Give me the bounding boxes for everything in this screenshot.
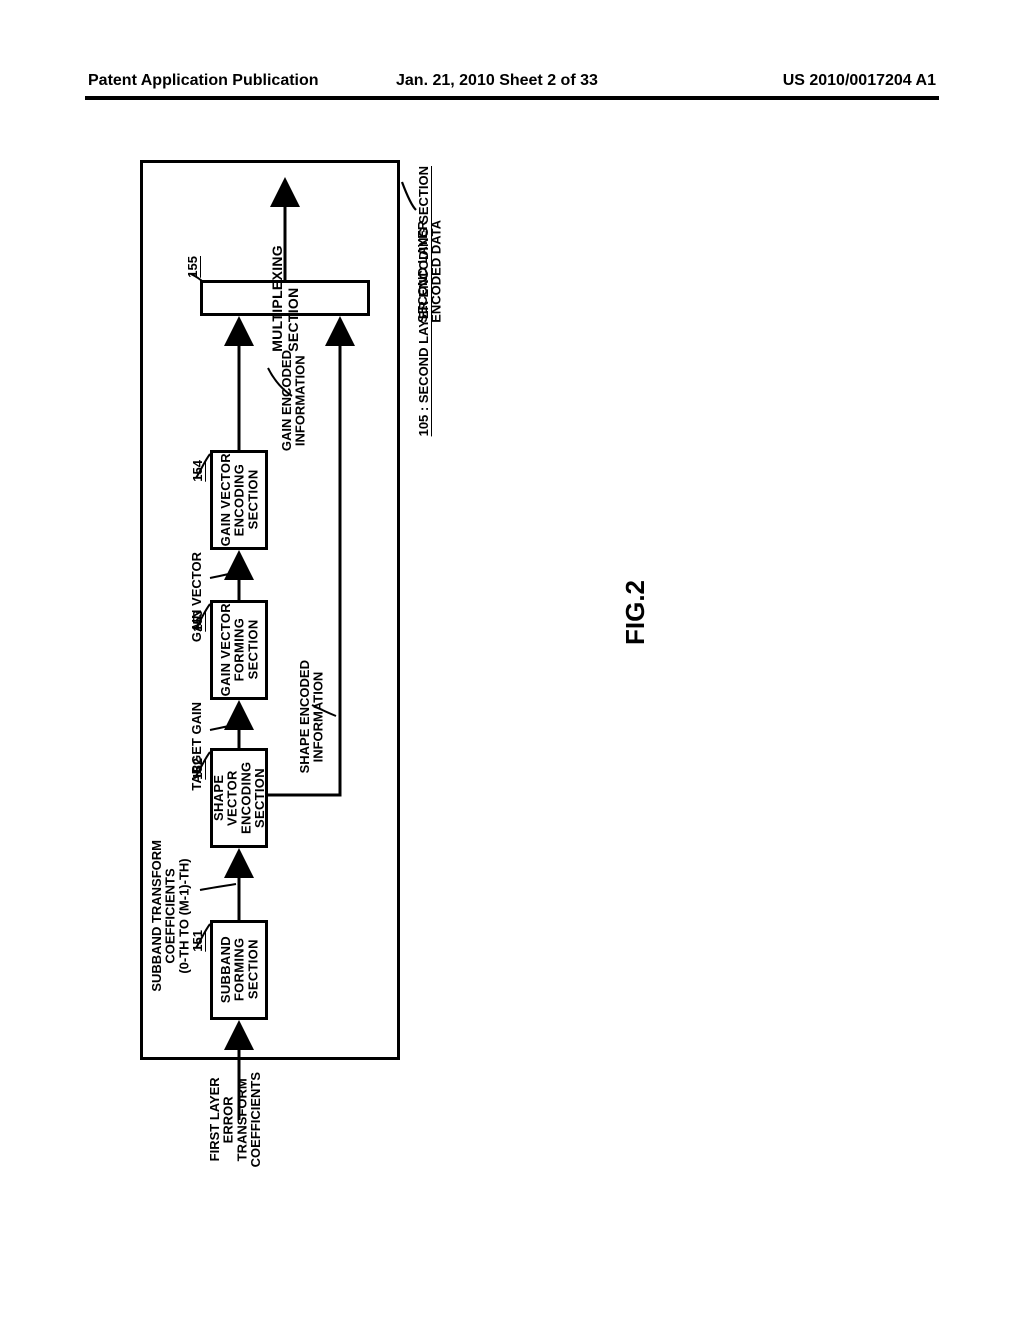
header-left: Patent Application Publication <box>88 72 319 90</box>
figure-2: 105 : SECOND LAYER ENCODING SECTION SUBB… <box>140 160 400 1220</box>
header-center: Jan. 21, 2010 Sheet 2 of 33 <box>396 72 598 90</box>
block-155: MULTIPLEXING SECTION <box>200 280 370 316</box>
block-154-label: GAIN VECTOR ENCODING SECTION <box>219 453 260 546</box>
figure-caption: FIG.2 <box>620 580 651 645</box>
block-155-label: MULTIPLEXING SECTION <box>269 245 301 352</box>
block-151-label: SUBBAND FORMING SECTION <box>219 936 260 1003</box>
block-152: SHAPE VECTOR ENCODING SECTION <box>210 748 268 848</box>
block-154: GAIN VECTOR ENCODING SECTION <box>210 450 268 550</box>
ref-151: 151 <box>190 930 205 952</box>
ref-155: 155 <box>185 256 200 278</box>
signal-target-gain: TARGET GAIN <box>190 702 204 791</box>
block-152-label: SHAPE VECTOR ENCODING SECTION <box>212 751 267 845</box>
ref-154: 154 <box>190 460 205 482</box>
signal-shape-enc: SHAPE ENCODED INFORMATION <box>298 660 325 773</box>
input-label: FIRST LAYER ERROR TRANSFORM COEFFICIENTS <box>208 1072 263 1167</box>
signal-subband: SUBBAND TRANSFORM COEFFICIENTS (0-TH TO … <box>150 840 191 992</box>
block-153-label: GAIN VECTOR FORMING SECTION <box>219 603 260 696</box>
output-label: SECOND LAYER ENCODED DATA <box>416 220 443 323</box>
block-153: GAIN VECTOR FORMING SECTION <box>210 600 268 700</box>
signal-gain-enc: GAIN ENCODED INFORMATION <box>280 350 307 451</box>
header-right: US 2010/0017204 A1 <box>783 72 936 90</box>
header-rule <box>85 96 939 100</box>
block-151: SUBBAND FORMING SECTION <box>210 920 268 1020</box>
page: Patent Application Publication Jan. 21, … <box>0 0 1024 1320</box>
signal-gain-vector: GAIN VECTOR <box>190 552 204 642</box>
